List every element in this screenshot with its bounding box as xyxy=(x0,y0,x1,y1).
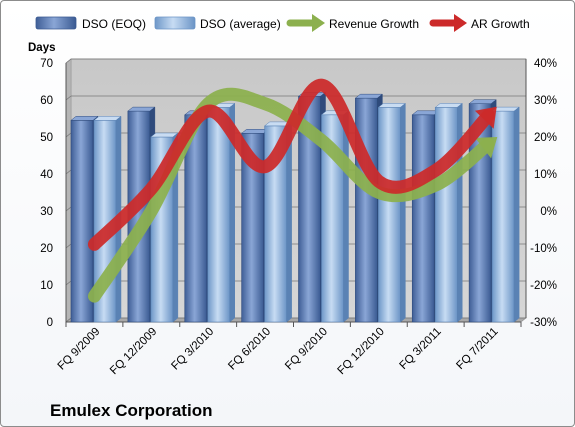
x-tick-label: FQ 3/2011 xyxy=(397,326,443,372)
bar-dso-average xyxy=(434,107,458,323)
y-tick-label: 50 xyxy=(40,132,53,144)
y-axis-title: Days xyxy=(28,42,56,54)
legend-arrowhead-ar-growth xyxy=(454,14,467,32)
y-tick-label: 60 xyxy=(40,95,53,107)
bar-dso-eoq xyxy=(355,97,378,323)
legend-label-dso-average: DSO (average) xyxy=(200,17,281,31)
bar-side xyxy=(343,110,349,323)
y-tick-label: 0 xyxy=(47,317,53,329)
bar-side xyxy=(286,121,292,323)
gridline-side xyxy=(65,169,72,175)
bar-dso-eoq xyxy=(411,114,435,323)
plot-area: 0 10 20 30 40 50 60 70 -30% -20% -10% 0% 10% 20% 30% 40… xyxy=(40,58,557,377)
arrowhead-revenue-growth xyxy=(475,137,498,159)
gridline-side xyxy=(65,58,72,64)
y2-tick-label: 20% xyxy=(534,132,557,144)
legend-label-revenue-growth: Revenue Growth xyxy=(329,17,419,31)
chart-title: Emulex Corporation xyxy=(50,401,212,420)
bar-side xyxy=(457,102,463,323)
gridline-side xyxy=(65,243,72,249)
y2-tick-label: -20% xyxy=(530,280,557,292)
gridline-side xyxy=(65,132,72,138)
line-revenue-growth xyxy=(87,87,495,303)
y2-tick-label: -10% xyxy=(530,243,557,255)
legend-swatch-dso-eoq xyxy=(35,16,77,30)
y2-tick-label: -30% xyxy=(530,317,557,329)
x-tick-label: FQ 7/2011 xyxy=(454,326,500,372)
x-tick-label: FQ 9/2010 xyxy=(283,326,330,373)
x-tick-label: FQ 3/2010 xyxy=(169,326,216,373)
y-tick-label: 30 xyxy=(40,206,53,218)
y2-tick-label: 10% xyxy=(534,169,557,181)
x-tick-label: FQ 6/2010 xyxy=(226,326,273,373)
legend-label-ar-growth: AR Growth xyxy=(471,17,530,31)
bar-side xyxy=(513,106,520,323)
bar-side xyxy=(400,102,406,323)
gridline-side xyxy=(65,206,72,212)
y-tick-label: 40 xyxy=(40,169,53,181)
gridline-side xyxy=(65,280,72,286)
line-ar-growth xyxy=(87,78,495,251)
y-tick-label: 20 xyxy=(40,243,53,255)
bar-side xyxy=(172,132,179,323)
legend-item-ar-growth: AR Growth xyxy=(429,14,530,32)
legend-item-revenue-growth: Revenue Growth xyxy=(286,14,419,32)
y-tick-label: 70 xyxy=(40,58,53,70)
y2-tick-label: 0% xyxy=(540,206,557,218)
x-tick-label: FQ 12/2010 xyxy=(336,326,387,377)
bar-dso-average xyxy=(207,107,231,323)
legend-arrowhead-revenue-growth xyxy=(312,14,325,32)
y-tick-label: 10 xyxy=(40,280,53,292)
legend: DSO (EOQ) DSO (average) Revenue Growth A… xyxy=(35,14,530,32)
bar-side xyxy=(229,102,235,323)
arrowhead-ar-growth xyxy=(474,106,497,129)
legend-item-dso-eoq: DSO (EOQ) xyxy=(35,16,146,31)
x-tick-label: FQ 12/2009 xyxy=(108,326,159,377)
y2-tick-label: 40% xyxy=(534,58,557,70)
x-tick-label: FQ 9/2009 xyxy=(56,326,103,373)
gridline-side xyxy=(65,95,72,101)
gridline-side xyxy=(65,317,72,323)
bar-dso-average xyxy=(378,107,401,323)
legend-item-dso-average: DSO (average) xyxy=(154,16,281,31)
y2-tick-label: 30% xyxy=(534,95,557,107)
legend-swatch-dso-average xyxy=(154,16,196,30)
legend-label-dso-eoq: DSO (EOQ) xyxy=(82,17,146,31)
